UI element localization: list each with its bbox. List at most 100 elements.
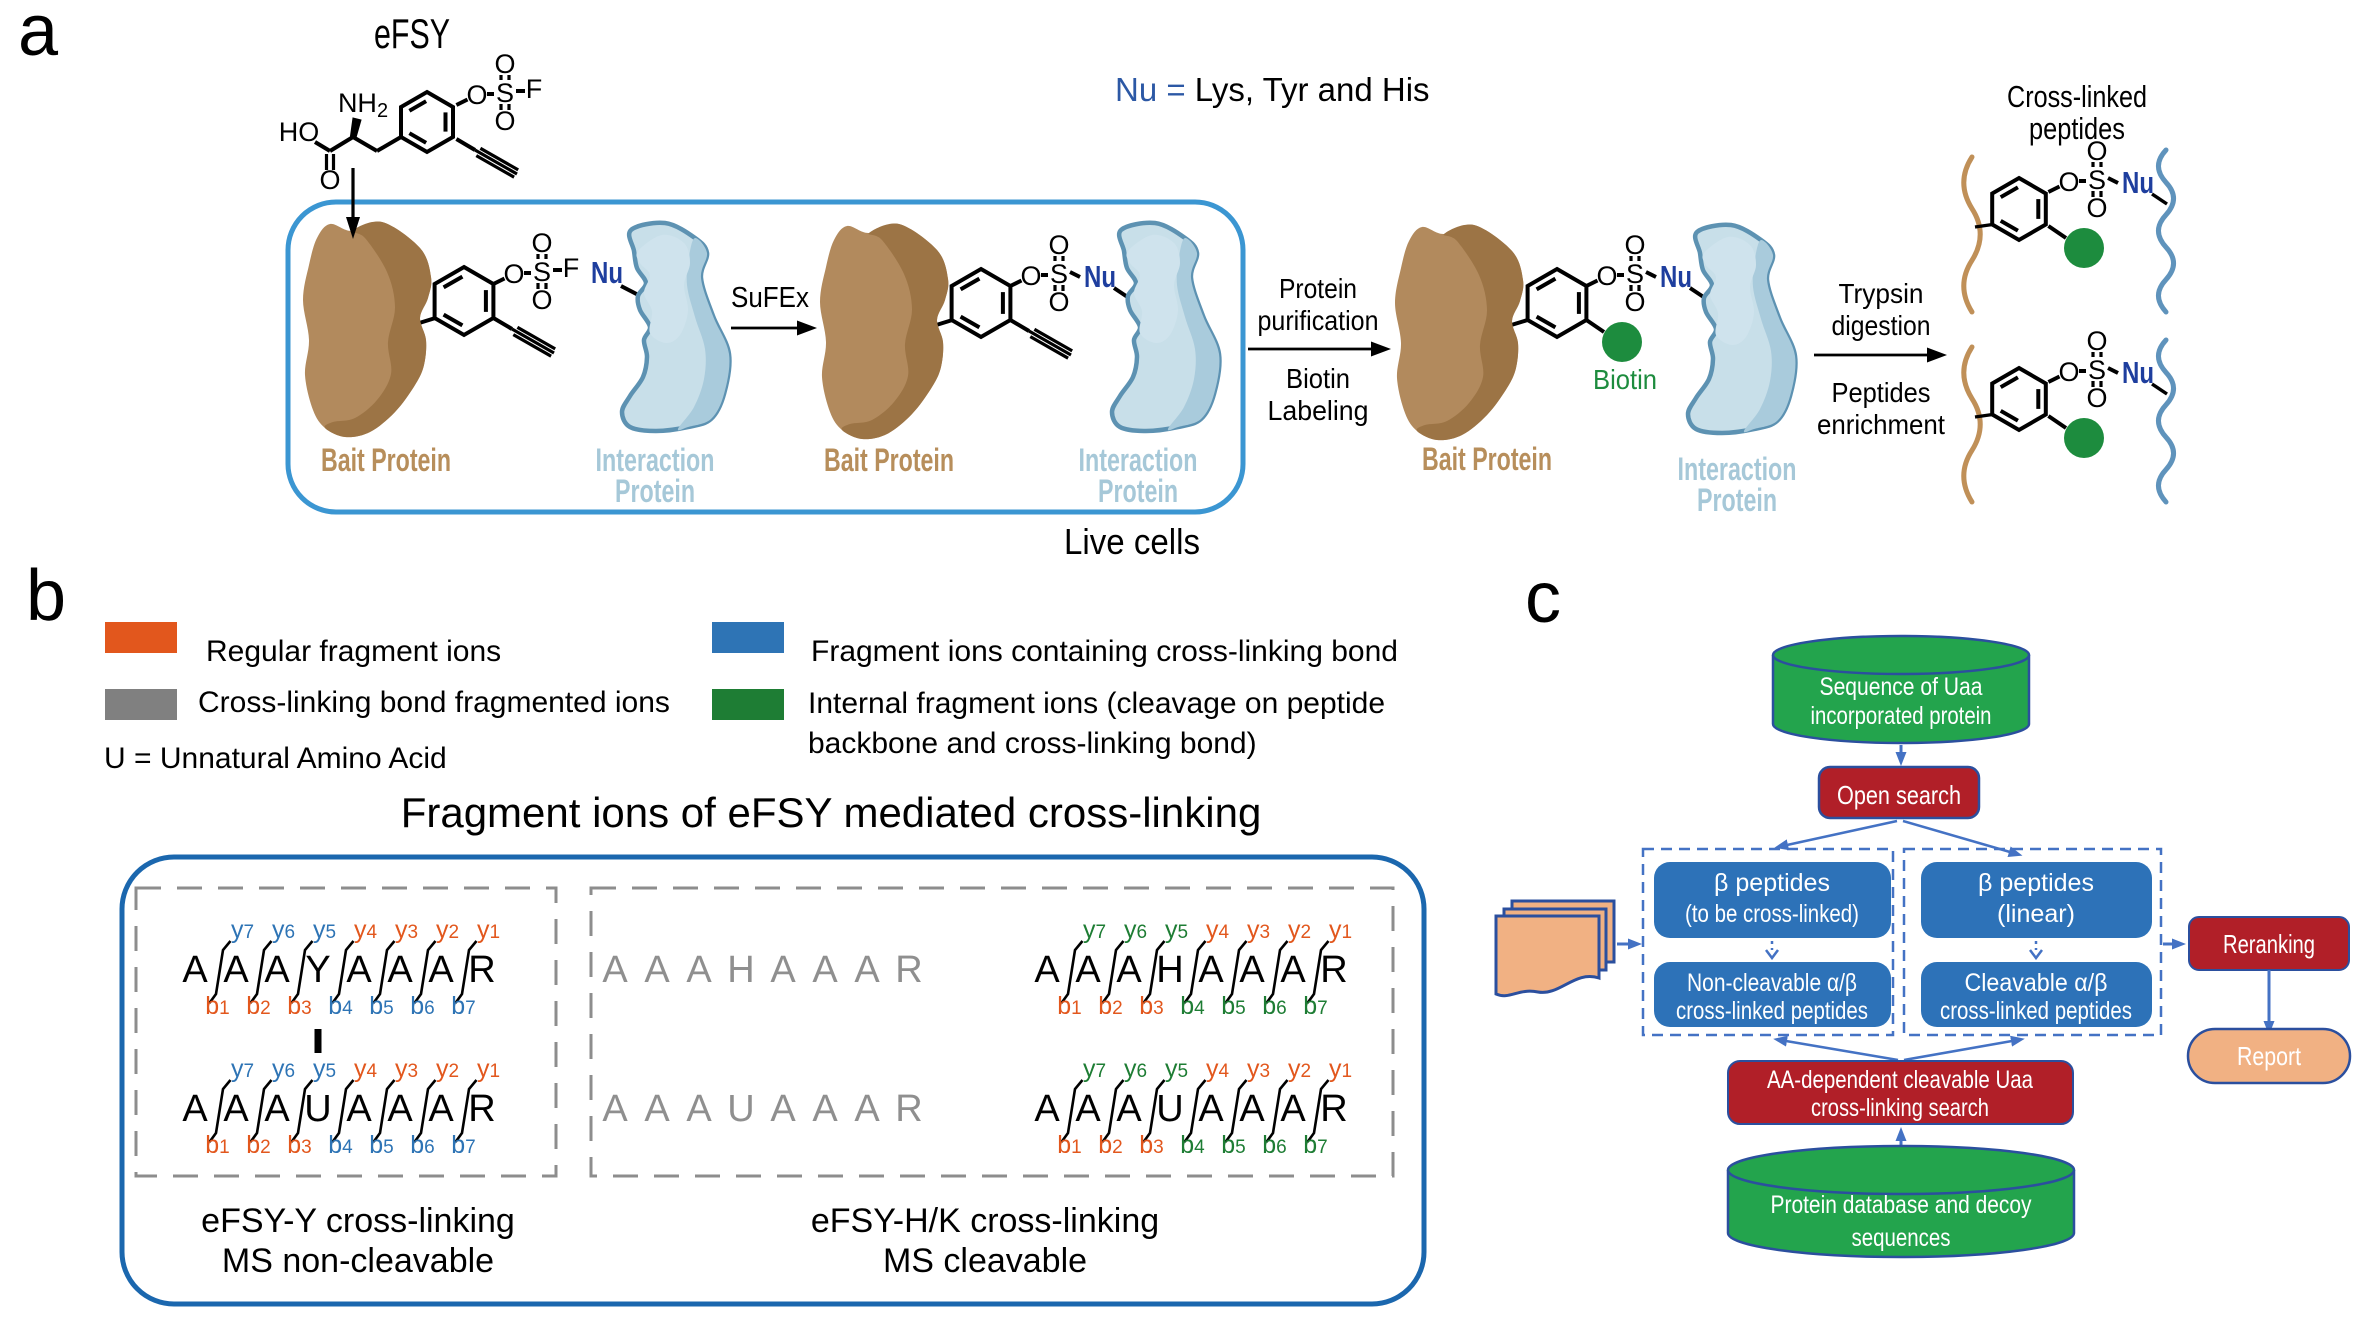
svg-text:Bait Protein: Bait Protein — [1422, 441, 1552, 477]
svg-text:y5: y5 — [313, 916, 336, 944]
svg-text:O: O — [1048, 230, 1069, 260]
svg-text:y2: y2 — [1288, 916, 1311, 944]
svg-text:A: A — [1075, 949, 1101, 991]
svg-text:cross-linking search: cross-linking search — [1811, 1094, 1989, 1122]
svg-text:y7: y7 — [231, 916, 254, 944]
svg-text:S: S — [2088, 165, 2106, 195]
svg-text:F: F — [526, 74, 543, 104]
svg-text:Nu: Nu — [2122, 355, 2154, 390]
svg-text:A: A — [387, 949, 413, 991]
svg-text:A: A — [1075, 1088, 1101, 1130]
svg-text:y2: y2 — [1288, 1055, 1311, 1083]
svg-text:A: A — [602, 949, 628, 991]
svg-text:A: A — [602, 1088, 628, 1130]
svg-text:Interaction: Interaction — [596, 442, 715, 478]
svg-text:A: A — [264, 949, 290, 991]
svg-text:Nu = Lys, Tyr and His: Nu = Lys, Tyr and His — [1115, 71, 1430, 108]
svg-text:U = Unnatural Amino Acid: U = Unnatural Amino Acid — [104, 742, 447, 775]
svg-text:R: R — [895, 1088, 922, 1130]
svg-text:eFSY: eFSY — [374, 10, 450, 57]
svg-text:O: O — [2058, 167, 2079, 197]
svg-text:Protein: Protein — [615, 473, 695, 509]
svg-text:purification: purification — [1258, 305, 1379, 336]
svg-text:S: S — [2088, 355, 2106, 385]
svg-text:A: A — [1239, 949, 1265, 991]
svg-text:Labeling: Labeling — [1268, 395, 1369, 426]
svg-text:O: O — [2086, 383, 2107, 413]
svg-text:y1: y1 — [477, 1055, 500, 1083]
svg-text:y2: y2 — [436, 1055, 459, 1083]
svg-text:SuFEx: SuFEx — [731, 282, 809, 314]
svg-text:O: O — [531, 228, 552, 258]
svg-text:O: O — [1624, 230, 1645, 260]
svg-text:y7: y7 — [231, 1055, 254, 1083]
svg-text:Cross-linked: Cross-linked — [2007, 79, 2147, 114]
svg-text:O: O — [531, 285, 552, 315]
svg-text:S: S — [1050, 259, 1068, 289]
svg-text:y5: y5 — [1165, 1055, 1188, 1083]
svg-text:y1: y1 — [1329, 916, 1352, 944]
svg-text:Sequence of Uaa: Sequence of Uaa — [1820, 673, 1983, 701]
svg-text:O: O — [503, 259, 524, 289]
svg-text:A: A — [1280, 949, 1306, 991]
svg-text:β peptides: β peptides — [1714, 869, 1830, 897]
svg-text:A: A — [346, 949, 372, 991]
svg-text:peptides: peptides — [2029, 111, 2125, 146]
svg-text:backbone and cross-linking bon: backbone and cross-linking bond) — [808, 727, 1257, 760]
svg-text:Open search: Open search — [1837, 780, 1961, 810]
svg-text:Biotin: Biotin — [1286, 363, 1350, 394]
svg-text:A: A — [644, 1088, 670, 1130]
svg-text:A: A — [264, 1088, 290, 1130]
svg-text:Live cells: Live cells — [1064, 521, 1200, 562]
svg-text:Protein: Protein — [1098, 473, 1178, 509]
svg-text:O: O — [319, 165, 340, 195]
svg-text:Report: Report — [2237, 1041, 2302, 1071]
svg-text:A: A — [812, 949, 838, 991]
svg-text:S: S — [496, 78, 514, 108]
svg-text:A: A — [686, 949, 712, 991]
svg-text:A: A — [854, 949, 880, 991]
svg-text:O: O — [2058, 357, 2079, 387]
svg-text:Nu: Nu — [591, 255, 623, 290]
svg-text:A: A — [223, 1088, 249, 1130]
svg-text:(linear): (linear) — [1997, 900, 2075, 928]
svg-text:Interaction: Interaction — [1678, 451, 1797, 487]
svg-text:U: U — [1156, 1088, 1183, 1130]
svg-text:H: H — [1156, 949, 1183, 991]
svg-text:O: O — [2086, 136, 2107, 166]
svg-text:β peptides: β peptides — [1978, 869, 2094, 897]
svg-text:Protein: Protein — [1279, 273, 1357, 304]
svg-text:Nu: Nu — [1660, 259, 1692, 294]
svg-text:Nu: Nu — [1084, 259, 1116, 294]
svg-text:O: O — [494, 106, 515, 136]
svg-text:Trypsin: Trypsin — [1839, 278, 1924, 309]
svg-text:y5: y5 — [1165, 916, 1188, 944]
svg-text:Reranking: Reranking — [2223, 929, 2315, 959]
svg-text:Protein database and decoy: Protein database and decoy — [1771, 1191, 2032, 1219]
svg-text:R: R — [468, 949, 495, 991]
svg-text:F: F — [563, 253, 580, 283]
svg-text:S: S — [1626, 259, 1644, 289]
svg-text:A: A — [770, 949, 796, 991]
svg-text:A: A — [223, 949, 249, 991]
svg-text:O: O — [1048, 287, 1069, 317]
svg-text:Interaction: Interaction — [1079, 442, 1198, 478]
svg-text:A: A — [1034, 949, 1060, 991]
svg-text:Peptides: Peptides — [1832, 377, 1931, 408]
svg-text:y1: y1 — [477, 916, 500, 944]
svg-text:A: A — [644, 949, 670, 991]
svg-text:A: A — [387, 1088, 413, 1130]
svg-text:Cross-linking bond fragmented: Cross-linking bond fragmented ions — [198, 686, 670, 719]
svg-text:HO: HO — [279, 117, 320, 147]
svg-text:O: O — [2086, 193, 2107, 223]
svg-text:(to be cross-linked): (to be cross-linked) — [1685, 900, 1859, 928]
svg-text:y6: y6 — [1124, 1055, 1147, 1083]
svg-text:A: A — [686, 1088, 712, 1130]
svg-text:y4: y4 — [1206, 916, 1230, 944]
svg-text:A: A — [346, 1088, 372, 1130]
svg-text:S: S — [533, 257, 551, 287]
svg-text:A: A — [770, 1088, 796, 1130]
svg-text:O: O — [466, 80, 487, 110]
svg-text:cross-linked peptides: cross-linked peptides — [1676, 997, 1868, 1025]
svg-text:eFSY-H/K cross-linking: eFSY-H/K cross-linking — [811, 1202, 1159, 1240]
